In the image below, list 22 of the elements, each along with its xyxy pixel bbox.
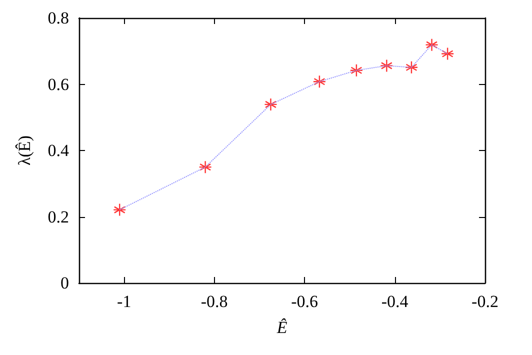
x-tick-label: -0.8 <box>200 292 228 311</box>
x-tick-label: -1 <box>117 292 132 311</box>
line-series <box>119 44 448 210</box>
x-tick-label: -0.6 <box>291 292 318 311</box>
y-tick-label: 0.6 <box>48 74 69 94</box>
y-tick-label: 0.4 <box>48 141 70 160</box>
x-tick-label: -0.2 <box>472 292 498 311</box>
x-axis-title: Ê <box>276 318 288 337</box>
point <box>440 47 454 60</box>
y-tick-label: 0 <box>60 274 69 292</box>
x-tick-label: -0.4 <box>381 292 409 311</box>
y-tick-label: 0.2 <box>48 207 69 226</box>
y-axis-title: λ(Ê) <box>15 136 34 166</box>
point <box>404 60 418 74</box>
point <box>264 98 278 112</box>
point <box>312 75 326 88</box>
y-tick-label: 0.8 <box>48 8 69 28</box>
point <box>425 38 438 52</box>
point <box>350 64 364 77</box>
point <box>380 59 394 72</box>
point <box>113 203 126 216</box>
point <box>198 160 212 174</box>
